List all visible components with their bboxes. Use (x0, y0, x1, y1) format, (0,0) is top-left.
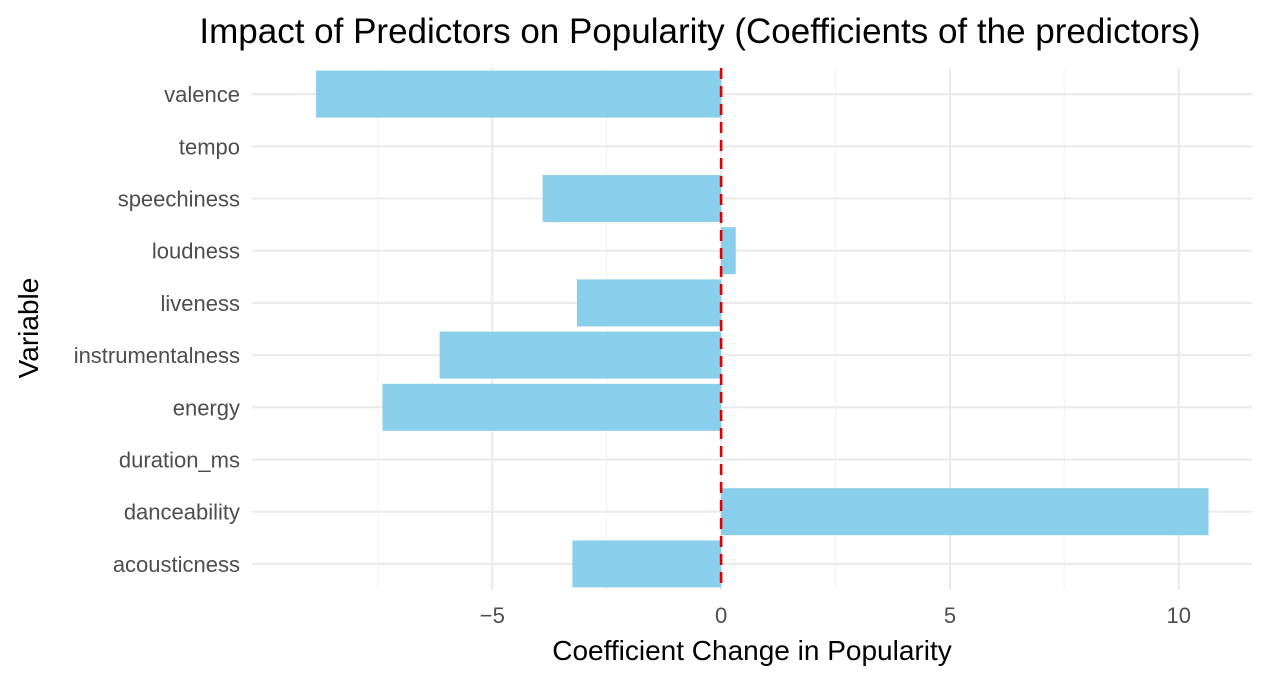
bar-layer (316, 70, 1209, 588)
bar-liveness (576, 279, 722, 327)
bar-speechiness (542, 175, 722, 222)
y-tick-label: speechiness (118, 187, 240, 212)
y-tick-label: duration_ms (119, 448, 240, 473)
x-tick-label: 5 (944, 603, 956, 628)
y-tick-label: energy (173, 395, 240, 420)
x-tick-label: 10 (1167, 603, 1191, 628)
chart-title: Impact of Predictors on Popularity (Coef… (199, 12, 1200, 51)
y-tick-label: tempo (179, 134, 240, 159)
x-axis-title: Coefficient Change in Popularity (552, 635, 952, 666)
bar-danceability (721, 488, 1209, 536)
bar-energy (382, 383, 722, 431)
bar-instrumentalness (439, 331, 722, 379)
x-axis-ticks: −5 0 5 10 (480, 603, 1191, 628)
y-axis-ticks: acousticness danceability duration_ms energ… (74, 82, 240, 577)
y-tick-label: danceability (124, 500, 240, 525)
x-tick-label: 0 (715, 603, 727, 628)
x-tick-label: −5 (480, 603, 505, 628)
bar-loudness (721, 227, 736, 275)
y-tick-label: liveness (161, 291, 240, 316)
bar-acousticness (572, 540, 722, 588)
y-tick-label: acousticness (113, 552, 240, 577)
bar-valence (316, 70, 722, 118)
y-tick-label: instrumentalness (74, 343, 240, 368)
y-axis-title: Variable (13, 278, 44, 379)
y-tick-label: valence (164, 82, 240, 107)
y-tick-label: loudness (152, 239, 240, 264)
